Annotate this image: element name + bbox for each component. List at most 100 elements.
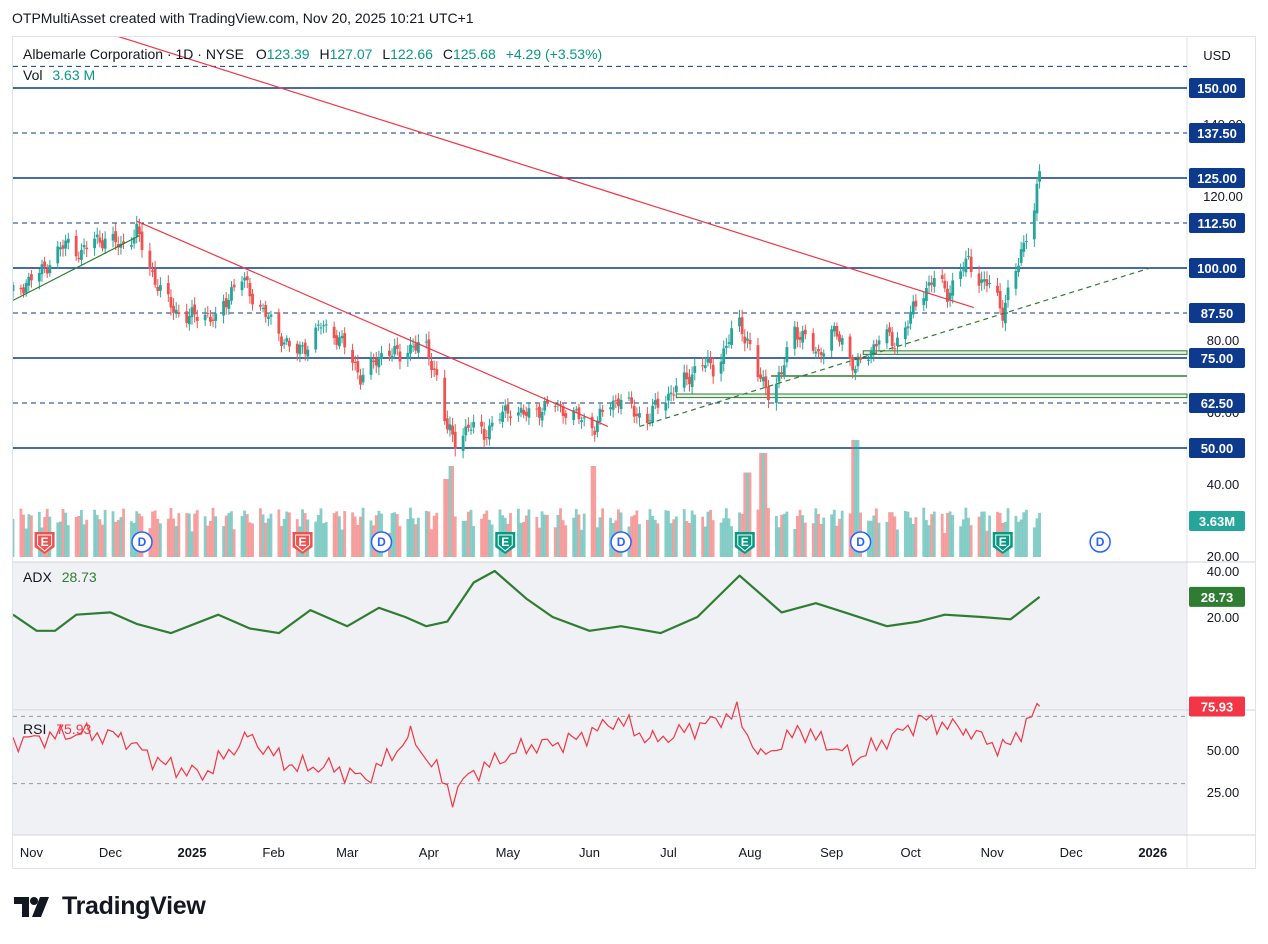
candle-body bbox=[377, 357, 381, 368]
support-zone[interactable] bbox=[862, 350, 1188, 355]
time-tick-label[interactable]: 2026 bbox=[1138, 845, 1167, 860]
price-tick-label[interactable]: 80.00 bbox=[1207, 333, 1240, 348]
rsi-tick-label[interactable]: 50.00 bbox=[1207, 743, 1240, 758]
time-tick-label[interactable]: Dec bbox=[99, 845, 123, 860]
volume-value-label[interactable]: 3.63M bbox=[1199, 514, 1235, 529]
time-tick-label[interactable]: Apr bbox=[419, 845, 440, 860]
price-level-label[interactable]: 137.50 bbox=[1197, 126, 1237, 141]
candle-body bbox=[166, 283, 170, 295]
price-level-label-box[interactable] bbox=[1189, 213, 1245, 233]
earnings-marker[interactable]: E bbox=[495, 532, 516, 554]
price-level-label-box[interactable] bbox=[1189, 438, 1245, 458]
volume-bar bbox=[338, 516, 341, 557]
price-level-label[interactable]: 125.00 bbox=[1197, 171, 1237, 186]
volume-bar bbox=[801, 515, 805, 557]
volume-value-box[interactable] bbox=[1189, 511, 1245, 531]
horizontal-levels[interactable] bbox=[13, 65, 1187, 449]
time-axis[interactable]: Nov Dec 2025 Feb Mar Apr May Jun Jul Aug Sep Oct Nov… bbox=[20, 845, 1167, 860]
volume-bar bbox=[943, 532, 947, 557]
currency-label[interactable]: USD bbox=[1203, 48, 1230, 63]
volume-bar bbox=[664, 510, 668, 557]
volume-bar bbox=[243, 510, 247, 557]
candle-body bbox=[195, 316, 199, 321]
earnings-marker-shape bbox=[292, 532, 313, 554]
volume-bar bbox=[580, 529, 583, 557]
volume-bar bbox=[911, 523, 915, 557]
price-level-label[interactable]: 87.50 bbox=[1201, 306, 1234, 321]
candle-body bbox=[674, 385, 678, 393]
resistance-trendline[interactable] bbox=[110, 33, 974, 309]
time-tick-label[interactable]: Dec bbox=[1060, 845, 1084, 860]
volume-bar bbox=[58, 521, 62, 557]
dividend-marker[interactable]: D bbox=[1089, 531, 1111, 553]
time-tick-label[interactable]: Feb bbox=[262, 845, 284, 860]
time-tick-label[interactable]: Sep bbox=[820, 845, 843, 860]
earnings-marker[interactable]: E bbox=[34, 532, 55, 554]
price-tick-label[interactable]: 20.00 bbox=[1207, 549, 1240, 564]
time-tick-label[interactable]: Jun bbox=[579, 845, 600, 860]
price-tick-label[interactable]: 120.00 bbox=[1203, 189, 1243, 204]
price-level-label[interactable]: 62.50 bbox=[1201, 396, 1234, 411]
price-level-label[interactable]: 75.00 bbox=[1201, 351, 1234, 366]
volume-bar bbox=[609, 517, 612, 557]
adx-value-label[interactable]: 28.73 bbox=[1201, 590, 1234, 605]
time-tick-label[interactable]: Jul bbox=[660, 845, 677, 860]
candle-body bbox=[206, 313, 210, 315]
rsi-tick-label[interactable]: 25.00 bbox=[1207, 785, 1240, 800]
trendlines[interactable] bbox=[12, 33, 1151, 427]
candle-body bbox=[909, 311, 913, 324]
price-level-label[interactable]: 50.00 bbox=[1201, 441, 1234, 456]
time-tick-label[interactable]: May bbox=[496, 845, 521, 860]
volume-bar bbox=[409, 507, 412, 557]
volume-bar bbox=[985, 530, 989, 557]
time-tick-label[interactable]: Aug bbox=[738, 845, 761, 860]
price-axis[interactable]: 140.00120.0080.0060.0040.0020.00150.0013… bbox=[1189, 78, 1245, 800]
dividend-marker[interactable]: D bbox=[849, 531, 872, 553]
price-level-label-box[interactable] bbox=[1189, 168, 1245, 188]
price-level-label-box[interactable] bbox=[1189, 258, 1245, 278]
time-tick-label[interactable]: Nov bbox=[981, 845, 1005, 860]
rsi-value-box[interactable] bbox=[1189, 696, 1245, 717]
time-tick-label[interactable]: 2025 bbox=[178, 845, 207, 860]
rsi-value-label[interactable]: 75.93 bbox=[1201, 699, 1234, 714]
time-tick-label[interactable]: Mar bbox=[336, 845, 359, 860]
price-tick-label[interactable]: 40.00 bbox=[1207, 477, 1240, 492]
dividend-marker[interactable]: D bbox=[610, 531, 632, 553]
candle-body bbox=[690, 374, 694, 387]
earnings-marker[interactable]: E bbox=[992, 532, 1013, 554]
price-level-label-box[interactable] bbox=[1189, 78, 1245, 98]
tradingview-logo[interactable]: TradingView bbox=[14, 892, 206, 921]
time-tick-label[interactable]: Oct bbox=[900, 845, 921, 860]
support-zone[interactable] bbox=[675, 393, 1188, 399]
earnings-marker[interactable]: E bbox=[734, 532, 755, 554]
price-level-label-box[interactable] bbox=[1189, 303, 1245, 323]
price-level-label[interactable]: 112.50 bbox=[1197, 216, 1236, 231]
candle-body bbox=[801, 330, 805, 343]
adx-value-box[interactable] bbox=[1189, 586, 1245, 607]
price-level-label-box[interactable] bbox=[1189, 348, 1245, 368]
dividend-marker[interactable]: D bbox=[370, 531, 393, 553]
support-trendline[interactable] bbox=[12, 235, 140, 301]
candle-body bbox=[187, 316, 191, 325]
price-level-label[interactable]: 150.00 bbox=[1197, 81, 1237, 96]
volume-bar bbox=[432, 515, 436, 557]
price-level-label-box[interactable] bbox=[1189, 123, 1245, 143]
volume-bar bbox=[98, 519, 102, 557]
candle-body bbox=[430, 360, 433, 371]
volume-bar bbox=[316, 514, 320, 557]
resistance-trendline[interactable] bbox=[136, 220, 609, 427]
adx-tick-label[interactable]: 40.00 bbox=[1207, 564, 1240, 579]
price-level-label-box[interactable] bbox=[1189, 393, 1245, 413]
candle-body bbox=[998, 290, 1002, 309]
adx-tick-label[interactable]: 20.00 bbox=[1207, 610, 1240, 625]
earnings-marker[interactable]: E bbox=[292, 532, 313, 554]
price-level-label[interactable]: 100.00 bbox=[1197, 261, 1237, 276]
time-tick-label[interactable]: Nov bbox=[20, 845, 44, 860]
dividend-marker[interactable]: D bbox=[131, 531, 153, 553]
support-trendline[interactable] bbox=[639, 267, 1151, 427]
candle-body bbox=[859, 357, 862, 360]
candle-body bbox=[888, 327, 891, 333]
